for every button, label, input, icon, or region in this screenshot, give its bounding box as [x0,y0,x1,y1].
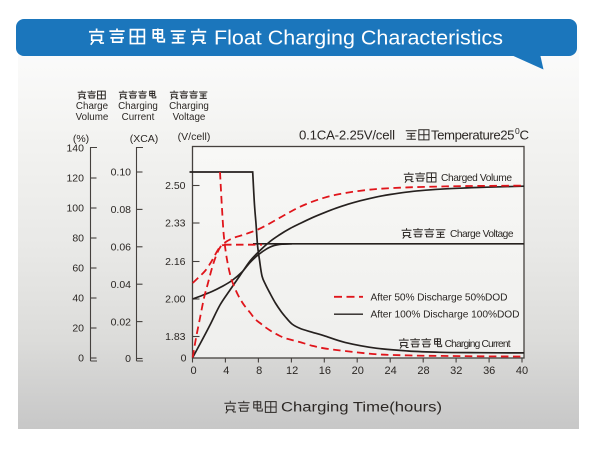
svg-text:120: 120 [66,173,84,185]
svg-text:0.02: 0.02 [111,316,132,328]
svg-text:36: 36 [483,365,495,377]
svg-text:140: 140 [66,143,84,155]
svg-text:Charging: Charging [118,101,158,112]
svg-text:0.04: 0.04 [111,279,132,291]
svg-text:0: 0 [190,365,196,377]
svg-text:0: 0 [125,353,131,365]
svg-text:4: 4 [223,365,229,377]
svg-text:20: 20 [352,365,364,377]
svg-text:2.33: 2.33 [165,218,186,230]
svg-text:(XCA): (XCA) [130,133,159,145]
svg-text:0: 0 [181,353,187,365]
svg-text:24: 24 [384,365,396,377]
svg-text:Volume: Volume [76,112,109,123]
svg-text:1.83: 1.83 [165,331,186,343]
svg-text:Charge: Charge [76,101,109,112]
svg-text:20: 20 [72,323,84,335]
svg-text:12: 12 [286,365,298,377]
svg-text:Voltage: Voltage [173,112,206,123]
svg-text:0: 0 [78,353,84,365]
svg-text:C: C [520,128,530,143]
svg-text:0: 0 [515,126,520,136]
svg-text:Charging: Charging [169,101,209,112]
svg-text:0.06: 0.06 [111,242,132,254]
svg-text:60: 60 [72,263,84,275]
svg-text:0.1CA-2.25V/cell: 0.1CA-2.25V/cell [299,128,395,143]
svg-text:80: 80 [72,233,84,245]
svg-text:2.50: 2.50 [165,180,186,192]
svg-text:32: 32 [450,365,462,377]
svg-text:40: 40 [516,365,528,377]
svg-text:(V/cell): (V/cell) [178,131,211,143]
svg-text:Temperature25: Temperature25 [431,128,515,143]
svg-text:0.08: 0.08 [111,204,132,216]
svg-text:16: 16 [319,365,331,377]
svg-text:100: 100 [66,203,84,215]
svg-text:28: 28 [417,365,429,377]
svg-text:Float Charging Characteristics: Float Charging Characteristics [214,27,503,50]
svg-text:After 50% Discharge 50%DOD: After 50% Discharge 50%DOD [371,292,508,303]
svg-text:Charged Volume: Charged Volume [441,173,512,184]
svg-text:Charging Time(hours): Charging Time(hours) [281,400,442,415]
svg-text:0.10: 0.10 [111,167,132,179]
svg-text:Charge Voltage: Charge Voltage [450,229,514,240]
svg-text:40: 40 [72,293,84,305]
svg-text:Charging Current: Charging Current [445,339,511,350]
svg-text:Current: Current [122,112,155,123]
svg-text:8: 8 [256,365,262,377]
svg-text:2.00: 2.00 [165,294,186,306]
svg-text:(%): (%) [73,133,89,145]
svg-text:2.16: 2.16 [165,256,186,268]
svg-text:After 100% Discharge 100%DOD: After 100% Discharge 100%DOD [371,310,520,321]
